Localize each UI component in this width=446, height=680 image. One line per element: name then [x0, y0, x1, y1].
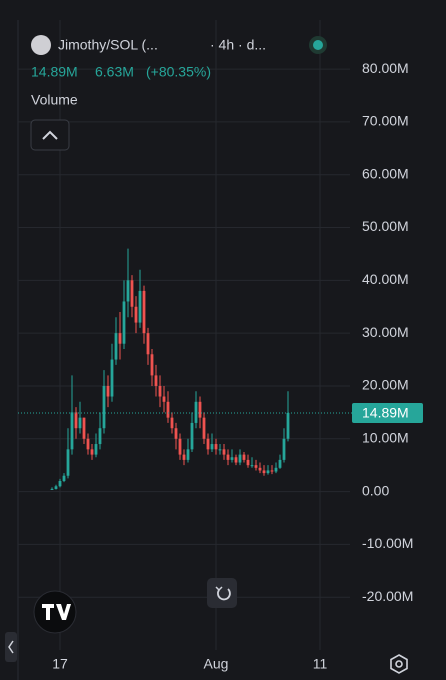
- candle-body: [226, 454, 230, 460]
- candle-body: [282, 438, 286, 460]
- last-price-box: [352, 402, 423, 423]
- candle-body: [178, 438, 182, 455]
- candle-body: [86, 438, 90, 450]
- candle-body: [242, 454, 246, 460]
- candle-body: [174, 428, 178, 439]
- candle-body: [206, 438, 210, 450]
- candle-body: [106, 385, 110, 397]
- candle-body: [170, 417, 174, 429]
- candle-body: [218, 449, 222, 451]
- candle-body: [230, 457, 234, 460]
- candle-body: [122, 301, 126, 344]
- side-tab-icon: [8, 640, 14, 654]
- x-tick-label: Aug: [204, 656, 229, 672]
- x-tick-label: 11: [313, 656, 328, 672]
- candle-body: [198, 401, 202, 418]
- candle-body: [94, 444, 98, 455]
- plot: 80.00M 70.00M 60.00M 50.00M 40.00M 30.00M 20.0…: [18, 20, 423, 672]
- pair-title[interactable]: Jimothy/SOL (...: [58, 37, 158, 53]
- candle-body: [214, 444, 218, 450]
- candle-body: [66, 449, 70, 476]
- candle-body: [246, 459, 250, 466]
- candle-body: [142, 290, 146, 334]
- candle-body: [202, 417, 206, 439]
- candle-body: [50, 488, 54, 490]
- y-tick-label: 30.00M: [362, 324, 409, 340]
- y-tick-label: -20.00M: [362, 588, 413, 604]
- candle-body: [74, 412, 78, 429]
- candle-body: [258, 467, 262, 471]
- settings-icon: [395, 660, 403, 668]
- candle-body: [98, 428, 102, 445]
- y-tick-label: 0.00: [362, 482, 389, 498]
- candle-body: [234, 457, 238, 463]
- logo-button[interactable]: [33, 590, 77, 634]
- candle-body: [154, 375, 158, 386]
- candle-body: [274, 467, 278, 472]
- candle-body: [286, 412, 290, 439]
- candle-body: [118, 333, 122, 344]
- y-tick-label: 40.00M: [362, 271, 409, 287]
- y-tick-label: 70.00M: [362, 113, 409, 129]
- logo: [42, 604, 71, 620]
- interval[interactable]: · 4h · d...: [210, 37, 266, 53]
- chevron-icon: [42, 130, 58, 140]
- y-tick-label: 50.00M: [362, 218, 409, 234]
- candle-body: [102, 385, 106, 429]
- settings-button[interactable]: [390, 654, 408, 674]
- x-tick-label: 17: [52, 656, 68, 672]
- candle-body: [126, 280, 130, 302]
- y-tick-label: 60.00M: [362, 165, 409, 181]
- candle-body: [54, 486, 58, 489]
- collapse-button[interactable]: [30, 119, 70, 151]
- change: 6.63M: [95, 64, 134, 80]
- candle-body: [278, 459, 282, 468]
- candle-body: [138, 290, 142, 323]
- y-tick-label: 20.00M: [362, 377, 409, 393]
- candle-body: [254, 465, 258, 468]
- y-tick-label: -10.00M: [362, 535, 413, 551]
- candle-body: [194, 401, 198, 423]
- candle-body: [58, 481, 62, 487]
- candle-body: [166, 401, 170, 418]
- indicator-name[interactable]: Volume: [31, 92, 78, 108]
- side-tab[interactable]: [5, 632, 17, 662]
- candle-body: [210, 444, 214, 450]
- candle-body: [110, 359, 114, 397]
- candle-body: [186, 449, 190, 460]
- candle-body: [70, 412, 74, 450]
- candle-body: [182, 454, 186, 460]
- candle-body: [238, 454, 242, 463]
- change-pct: (+80.35%): [146, 64, 211, 80]
- candle-body: [78, 417, 82, 429]
- candle-body: [190, 422, 194, 450]
- y-tick-label: 80.00M: [362, 60, 409, 76]
- candle-body: [158, 385, 162, 397]
- candle-body: [114, 333, 118, 360]
- candle-body: [90, 449, 94, 455]
- candle-body: [134, 306, 138, 323]
- reset-button[interactable]: [207, 578, 237, 608]
- candle-body: [62, 475, 66, 482]
- last-price-label: 14.89M: [362, 405, 409, 421]
- candle-body: [222, 449, 226, 455]
- candle-body: [130, 280, 134, 307]
- candle-body: [250, 465, 254, 467]
- candle-body: [82, 417, 86, 439]
- y-tick-label: 10.00M: [362, 429, 409, 445]
- candle-body: [146, 333, 150, 355]
- candle-body: [150, 354, 154, 376]
- status-dot: [313, 40, 323, 50]
- candle-body: [262, 470, 266, 474]
- candle-body: [270, 470, 274, 472]
- reset-icon: [217, 588, 231, 601]
- candle-body: [162, 396, 166, 402]
- token-icon[interactable]: [31, 35, 51, 55]
- price: 14.89M: [31, 64, 78, 80]
- candle-body: [266, 470, 270, 474]
- reset-arrow: [215, 586, 223, 592]
